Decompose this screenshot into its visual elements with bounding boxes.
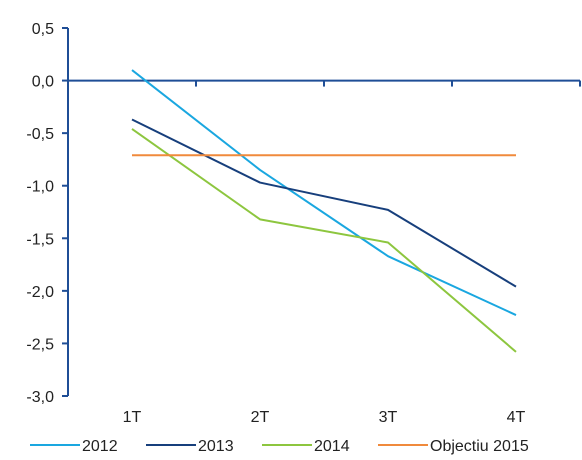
x-tick-label: 4T bbox=[507, 409, 526, 426]
legend-label: Objectiu 2015 bbox=[430, 438, 529, 455]
y-tick-label: -2,5 bbox=[26, 336, 54, 353]
x-tick-label: 3T bbox=[379, 409, 398, 426]
y-tick-label: -3,0 bbox=[26, 389, 54, 406]
x-tick-label: 2T bbox=[251, 409, 270, 426]
y-tick-label: -1,0 bbox=[26, 179, 54, 196]
series-line-2012 bbox=[131, 69, 517, 316]
series-line-2014 bbox=[131, 128, 517, 353]
y-tick-label: -2,0 bbox=[26, 284, 54, 301]
y-tick-label: -1,5 bbox=[26, 231, 54, 248]
x-tick-label: 1T bbox=[123, 409, 142, 426]
x-axis: 1T 2T 3T 4T bbox=[67, 79, 581, 426]
y-axis: 0,5 0,0 -0,5 -1,0 -1,5 -2,0 -2,5 -3,0 bbox=[26, 21, 69, 406]
y-tick-label: 0,5 bbox=[32, 21, 54, 38]
legend-label: 2012 bbox=[82, 438, 118, 455]
y-tick-label: 0,0 bbox=[32, 74, 54, 91]
legend-label: 2014 bbox=[314, 438, 350, 455]
y-tick-label: -0,5 bbox=[26, 126, 54, 143]
series-lines bbox=[131, 69, 517, 353]
series-line-2013 bbox=[131, 118, 517, 288]
legend: 2012 2013 2014 Objectiu 2015 bbox=[30, 438, 529, 455]
legend-label: 2013 bbox=[198, 438, 234, 455]
